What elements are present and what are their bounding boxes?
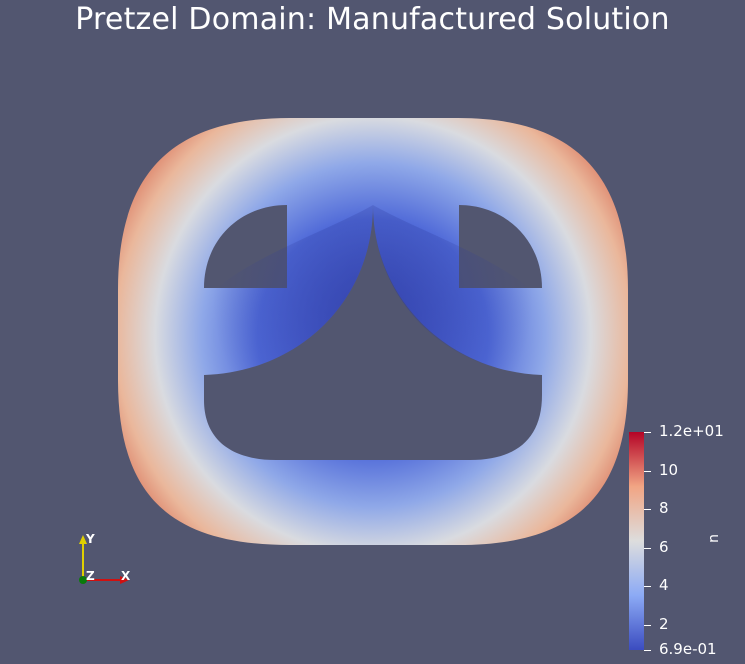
colorbar-tick-label: 8 bbox=[659, 499, 669, 517]
colorbar[interactable] bbox=[629, 432, 644, 650]
colorbar-min-tick-label: 6.9e-01 bbox=[659, 640, 717, 658]
plot-title: Pretzel Domain: Manufactured Solution bbox=[75, 2, 670, 37]
domain-surface bbox=[118, 118, 628, 545]
colorbar-min-tick-line bbox=[644, 650, 651, 651]
y-axis-arrow-icon bbox=[79, 535, 87, 544]
colorbar-tick-line bbox=[644, 509, 651, 510]
colorbar-tick-line bbox=[644, 625, 651, 626]
colorbar-tick-line bbox=[644, 586, 651, 587]
colorbar-title: u bbox=[706, 534, 722, 543]
colorbar-max-tick-label: 1.2e+01 bbox=[659, 422, 724, 440]
y-axis-label: Y bbox=[86, 532, 95, 546]
z-axis-label: Z bbox=[86, 569, 95, 583]
colorbar-tick-label: 10 bbox=[659, 461, 679, 479]
x-axis-arrow-icon bbox=[120, 576, 129, 584]
colorbar-tick-line bbox=[644, 471, 651, 472]
colorbar-tick-label: 2 bbox=[659, 615, 669, 633]
colorbar-tick-label: 6 bbox=[659, 538, 669, 556]
colorbar-tick-line bbox=[644, 548, 651, 549]
z-axis-dot-icon bbox=[79, 576, 87, 584]
inner-shading bbox=[204, 205, 542, 375]
colorbar-max-tick-line bbox=[644, 432, 651, 433]
colorbar-tick-label: 4 bbox=[659, 576, 669, 594]
x-axis-label: X bbox=[121, 569, 131, 583]
